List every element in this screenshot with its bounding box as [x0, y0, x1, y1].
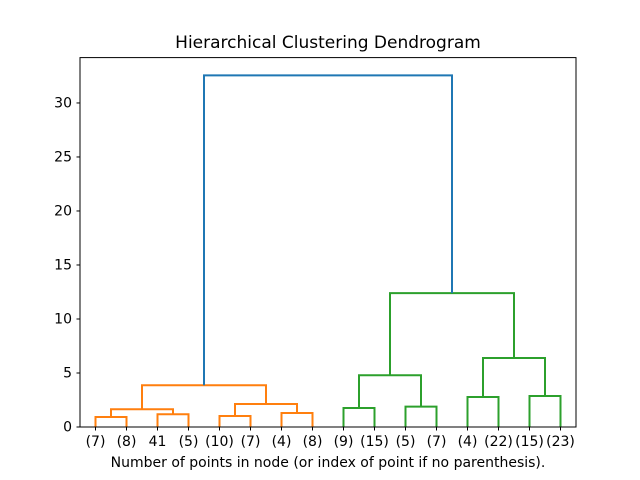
x-tick-label: (15)	[360, 434, 389, 450]
x-tick-label: (8)	[117, 434, 137, 450]
x-tick-label: (9)	[334, 434, 354, 450]
x-tick-label: (22)	[484, 434, 513, 450]
dendrogram-link	[342, 406, 376, 427]
chart-title: Hierarchical Clustering Dendrogram	[175, 33, 481, 53]
y-axis: 0 5 10 15 20 25 30	[54, 95, 80, 436]
x-tick-label: (23)	[546, 434, 575, 450]
dendrogram-link	[141, 384, 267, 410]
dendrogram-links	[94, 74, 562, 427]
y-tick-label: 25	[54, 149, 72, 165]
dendrogram-link	[404, 405, 438, 427]
dendrogram-link	[280, 411, 314, 427]
y-tick-label: 0	[63, 420, 72, 436]
dendrogram-link	[528, 395, 562, 427]
dendrogram-link	[358, 374, 422, 408]
x-tick-label: (7)	[241, 434, 261, 450]
x-tick-label: 41	[149, 434, 167, 450]
x-tick-label: (15)	[515, 434, 544, 450]
dendrogram-link	[389, 292, 515, 376]
y-tick-label: 15	[54, 257, 72, 273]
x-tick-label: (10)	[205, 434, 234, 450]
x-tick-label: (8)	[303, 434, 323, 450]
dendrogram-link	[203, 74, 453, 386]
plot-border	[79, 57, 577, 428]
dendrogram-link	[94, 415, 128, 427]
x-axis-label: Number of points in node (or index of po…	[111, 455, 546, 471]
x-axis: (7) (8) 41 (5) (10) (7) (4) (8) (9) (15) (5) (7) (4)…	[86, 427, 575, 450]
y-tick-label: 20	[54, 203, 72, 219]
x-tick-label: (4)	[272, 434, 292, 450]
y-tick-label: 10	[54, 311, 72, 327]
dendrogram-link	[110, 408, 174, 417]
y-tick-label: 5	[63, 365, 72, 381]
x-tick-label: (5)	[396, 434, 416, 450]
x-tick-label: (4)	[458, 434, 478, 450]
y-tick-label: 30	[54, 95, 72, 111]
dendrogram-link	[156, 413, 190, 427]
x-tick-label: (7)	[86, 434, 106, 450]
x-tick-label: (5)	[179, 434, 199, 450]
dendrogram-link	[234, 402, 298, 416]
x-tick-label: (7)	[427, 434, 447, 450]
dendrogram-link	[482, 356, 546, 397]
dendrogram-link	[466, 395, 500, 427]
dendrogram-link	[218, 414, 252, 427]
